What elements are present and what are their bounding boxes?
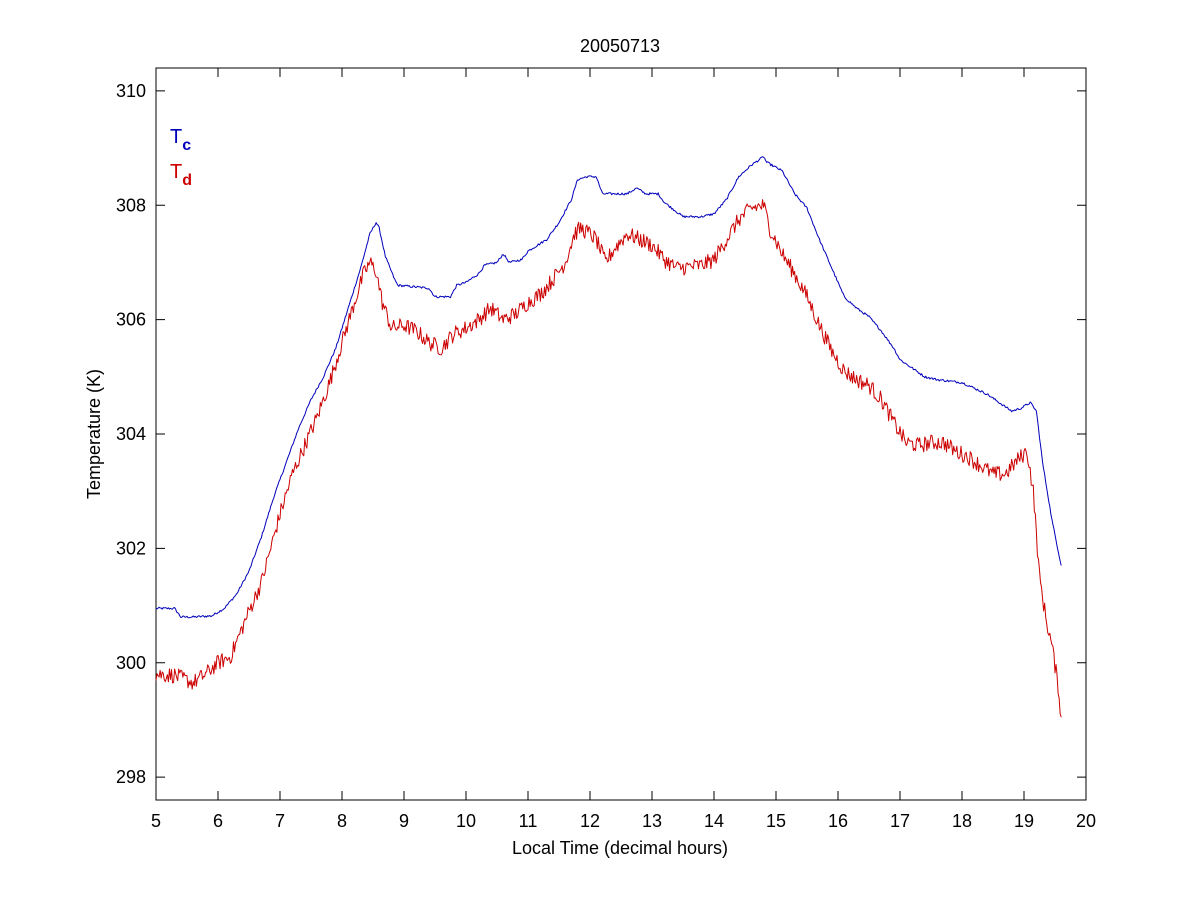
x-tick-label: 5: [151, 811, 161, 831]
y-tick-label: 302: [116, 538, 146, 558]
y-tick-label: 308: [116, 195, 146, 215]
x-tick-label: 8: [337, 811, 347, 831]
legend-entry-subscript: d: [182, 172, 192, 189]
x-tick-label: 20: [1076, 811, 1096, 831]
x-tick-label: 14: [704, 811, 724, 831]
x-tick-label: 12: [580, 811, 600, 831]
x-tick-label: 15: [766, 811, 786, 831]
x-tick-label: 17: [890, 811, 910, 831]
series-layer: [155, 156, 1062, 718]
x-tick-label: 6: [213, 811, 223, 831]
y-tick-label: 304: [116, 424, 146, 444]
x-tick-label: 16: [828, 811, 848, 831]
x-tick-label: 19: [1014, 811, 1034, 831]
legend-entry-base: T: [170, 161, 182, 183]
series-line-0: [155, 156, 1062, 619]
y-axis: 298 300 302 304 306 308 310: [116, 81, 1086, 787]
x-tick-label: 9: [399, 811, 409, 831]
y-tick-label: 298: [116, 767, 146, 787]
x-tick-label: 18: [952, 811, 972, 831]
y-tick-label: 300: [116, 653, 146, 673]
x-axis: 5 6 7 8 9 10 11 12 13 14 15 16 17 18 19 20: [151, 68, 1096, 831]
legend-entry: Tc: [170, 126, 191, 154]
chart-title: 20050713: [580, 36, 660, 56]
x-axis-label: Local Time (decimal hours): [512, 838, 728, 858]
y-axis-label: Temperature (K): [84, 369, 104, 499]
legend-entry-base: T: [170, 126, 182, 148]
y-tick-label: 306: [116, 310, 146, 330]
legend-entry: Td: [170, 161, 192, 189]
x-tick-label: 7: [275, 811, 285, 831]
x-tick-label: 11: [519, 811, 538, 831]
legend-entry-subscript: c: [182, 137, 191, 154]
y-tick-label: 310: [116, 81, 146, 101]
x-tick-label: 10: [456, 811, 476, 831]
x-tick-label: 13: [642, 811, 662, 831]
series-line-1: [155, 199, 1062, 718]
